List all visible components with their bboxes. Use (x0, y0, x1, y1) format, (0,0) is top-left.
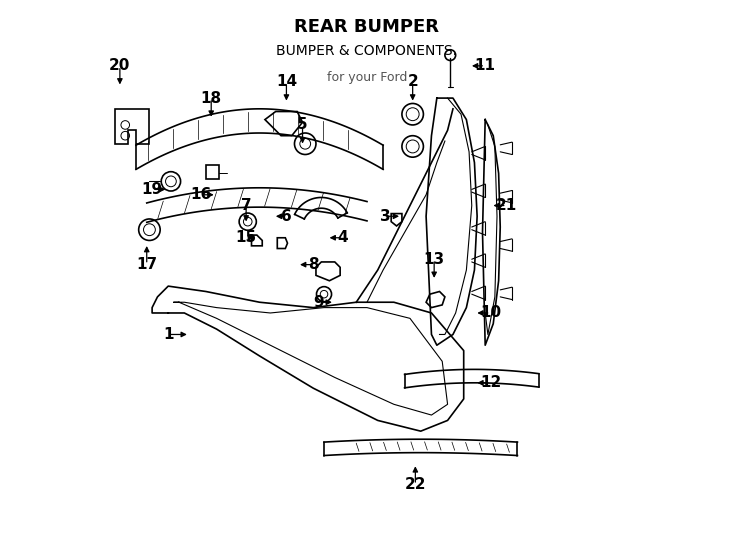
Text: 10: 10 (480, 306, 501, 320)
Text: BUMPER & COMPONENTS.: BUMPER & COMPONENTS. (277, 44, 457, 58)
Text: 15: 15 (236, 230, 257, 245)
Text: 21: 21 (496, 198, 517, 213)
Text: 3: 3 (380, 209, 391, 224)
Text: 2: 2 (407, 75, 418, 90)
Text: 4: 4 (338, 230, 348, 245)
Text: 1: 1 (163, 327, 173, 342)
Text: 11: 11 (475, 58, 495, 73)
Text: 5: 5 (297, 118, 308, 132)
Text: 9: 9 (313, 295, 324, 310)
Text: 13: 13 (424, 252, 445, 267)
Text: for your Ford: for your Ford (327, 71, 407, 84)
Text: 19: 19 (142, 182, 163, 197)
Text: 17: 17 (137, 257, 157, 272)
Text: 6: 6 (281, 209, 292, 224)
Text: 7: 7 (241, 198, 252, 213)
Text: 20: 20 (109, 58, 131, 73)
Bar (206, 165, 219, 179)
Text: 16: 16 (190, 187, 211, 202)
Text: REAR BUMPER: REAR BUMPER (294, 17, 440, 36)
Text: 18: 18 (200, 91, 222, 106)
Text: 14: 14 (276, 75, 297, 90)
Text: 22: 22 (404, 477, 426, 492)
Text: 8: 8 (308, 257, 319, 272)
Text: 12: 12 (480, 375, 501, 390)
